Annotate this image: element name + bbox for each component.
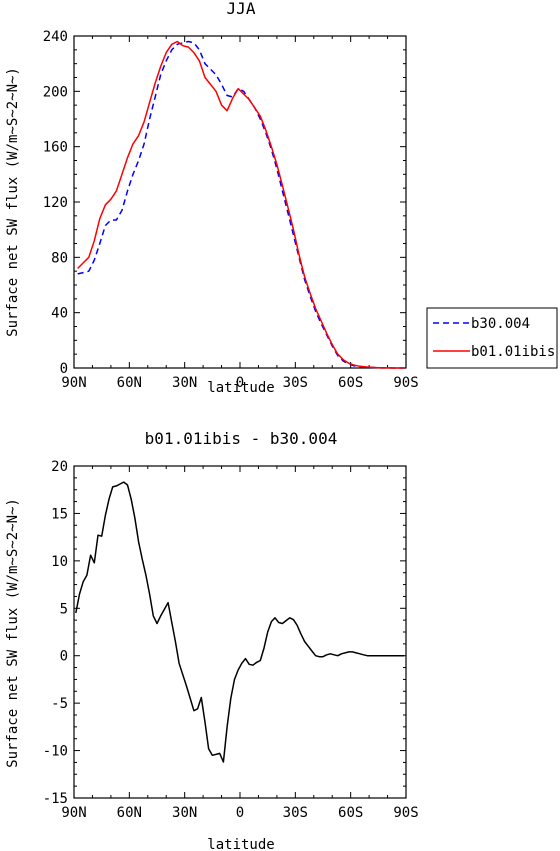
bottom-chart-title: b01.01ibis - b30.004 [145, 429, 338, 448]
bottom-x-tick-label: 60S [338, 805, 363, 821]
top-x-tick-label: 90N [61, 375, 86, 391]
top-plot-area: 90N 60N 30N 0 30S 60S 90S 0 40 80 120 160 200 240 [43, 29, 419, 391]
panel-top-chart: JJA 90N 60N 30N 0 30S 60S 90S 0 40 80 120 160 200 240… [5, 0, 419, 396]
bottom-x-tick-label: 90N [61, 805, 86, 821]
top-y-tick-label: 0 [60, 361, 68, 377]
legend: b30.004 b01.01ibis [426, 307, 558, 369]
bottom-y-tick-label: 10 [51, 554, 68, 570]
bottom-y-tick-label: 5 [60, 601, 68, 617]
top-x-tick-label: 0 [236, 375, 244, 391]
bottom-y-tick-label: -15 [43, 791, 68, 807]
bottom-y-tick-label: -10 [43, 744, 68, 760]
bottom-x-tick-label: 60N [117, 805, 142, 821]
top-x-tick-label: 90S [393, 375, 418, 391]
bottom-plot-area: 90N 60N 30N 0 30S 60S 90S -15 -10 -5 0 5 10 15 20 [43, 459, 419, 821]
bottom-y-axis-label: Surface net SW flux (W/m~S~2~N~) [5, 498, 21, 768]
bottom-y-tick-label: 0 [60, 649, 68, 665]
bottom-series-line-difference [75, 481, 405, 763]
top-x-axis-label: latitude [207, 380, 274, 396]
top-x-tick-label: 30N [172, 375, 197, 391]
top-y-tick-label: 200 [43, 84, 68, 100]
top-chart-title: JJA [227, 0, 256, 18]
top-y-tick-label: 160 [43, 140, 68, 156]
legend-label-b30-004: b30.004 [471, 316, 530, 332]
top-y-tick-label: 120 [43, 195, 68, 211]
top-x-tick-label: 60S [338, 375, 363, 391]
bottom-x-axis-label: latitude [207, 837, 274, 851]
top-y-tick-label: 240 [43, 29, 68, 45]
bottom-y-tick-label: 20 [51, 459, 68, 475]
bottom-x-tick-label: 30N [172, 805, 197, 821]
bottom-plot-frame [73, 465, 407, 799]
top-series-line-b01-01ibis [77, 40, 405, 369]
top-y-axis-label: Surface net SW flux (W/m~S~2~N~) [5, 67, 21, 337]
top-y-tick-label: 80 [51, 250, 68, 266]
top-x-tick-label: 30S [283, 375, 308, 391]
panel-bottom-chart: b01.01ibis - b30.004 90N 60N 30N 0 30S 60S 90S… [5, 429, 419, 851]
bottom-x-tick-label: 0 [236, 805, 244, 821]
legend-box [426, 307, 558, 369]
top-y-tick-label: 40 [51, 306, 68, 322]
bottom-x-tick-label: 30S [283, 805, 308, 821]
bottom-y-tick-label: -5 [51, 696, 68, 712]
top-x-tick-label: 60N [117, 375, 142, 391]
legend-label-b01-01ibis: b01.01ibis [471, 344, 555, 360]
bottom-y-tick-label: 15 [51, 506, 68, 522]
bottom-x-tick-label: 90S [393, 805, 418, 821]
